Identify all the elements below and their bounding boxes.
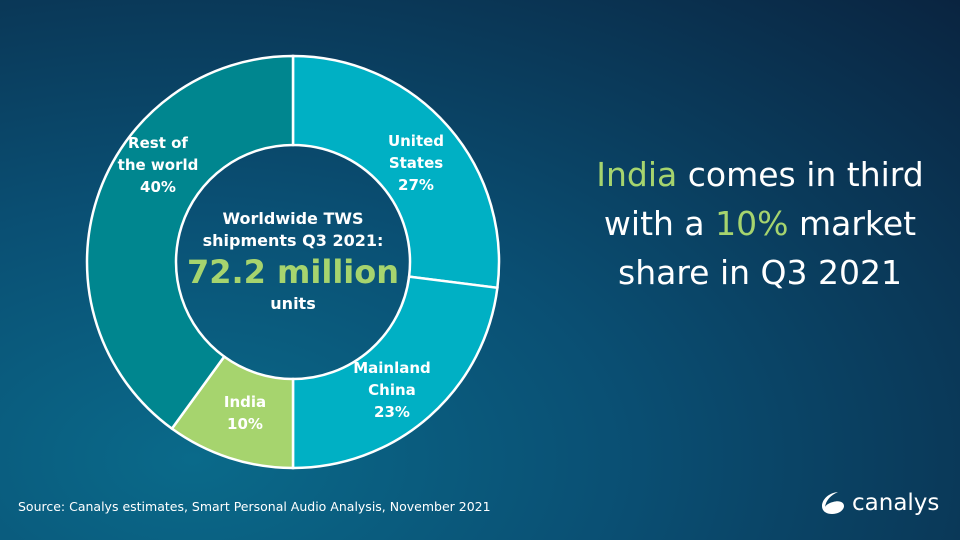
headline-part: comes in third with a [603,155,924,243]
slice-value: 10% [227,415,263,433]
slice-name: Rest of [128,134,188,152]
slice-label: United States 27% [388,130,444,196]
source-note: Source: Canalys estimates, Smart Persona… [18,499,491,514]
slice-value: 27% [398,176,434,194]
slice-name: India [223,393,267,411]
slice-rest-of-the-world [85,54,295,431]
canalys-swoosh-icon [822,492,844,514]
logo-text: canalys [852,490,940,516]
slice-name: China [368,381,416,399]
canalys-logo: canalys [820,490,939,516]
center-value: 72.2 million [186,253,400,291]
center-label: Worldwide TWS shipments Q3 2021: 72.2 mi… [183,208,403,316]
center-line2: shipments Q3 2021: [202,231,384,250]
slice-label: India 10% [224,391,266,435]
slice-mainland-china [291,275,499,470]
headline-part: India [596,155,678,194]
headline: India comes in third with a 10% market s… [590,150,930,297]
slice-label: Mainland China 23% [353,357,431,423]
slice-united-states [291,54,501,290]
slice-name: the world [117,156,199,174]
slice-value: 23% [374,403,410,421]
slice-label: Rest of the world 40% [118,132,199,198]
headline-part: 10% [715,204,789,243]
slice-name: United [387,132,445,150]
slice-name: States [388,154,444,172]
center-units: units [270,294,316,313]
headline-part: market share in Q3 2021 [618,204,917,292]
slice-value: 40% [140,178,176,196]
slice-name: Mainland [353,359,431,377]
center-line1: Worldwide TWS [222,209,364,228]
